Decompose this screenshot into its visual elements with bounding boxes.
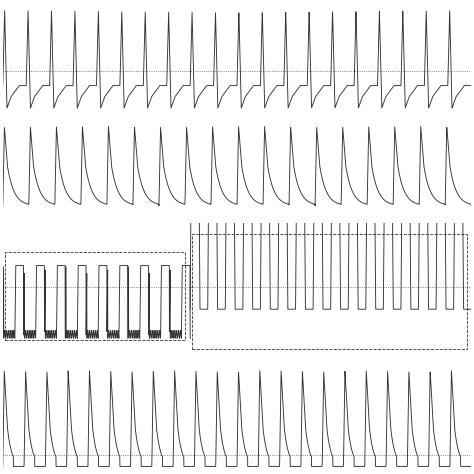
Bar xyxy=(5,252,185,339)
Bar xyxy=(192,234,466,349)
